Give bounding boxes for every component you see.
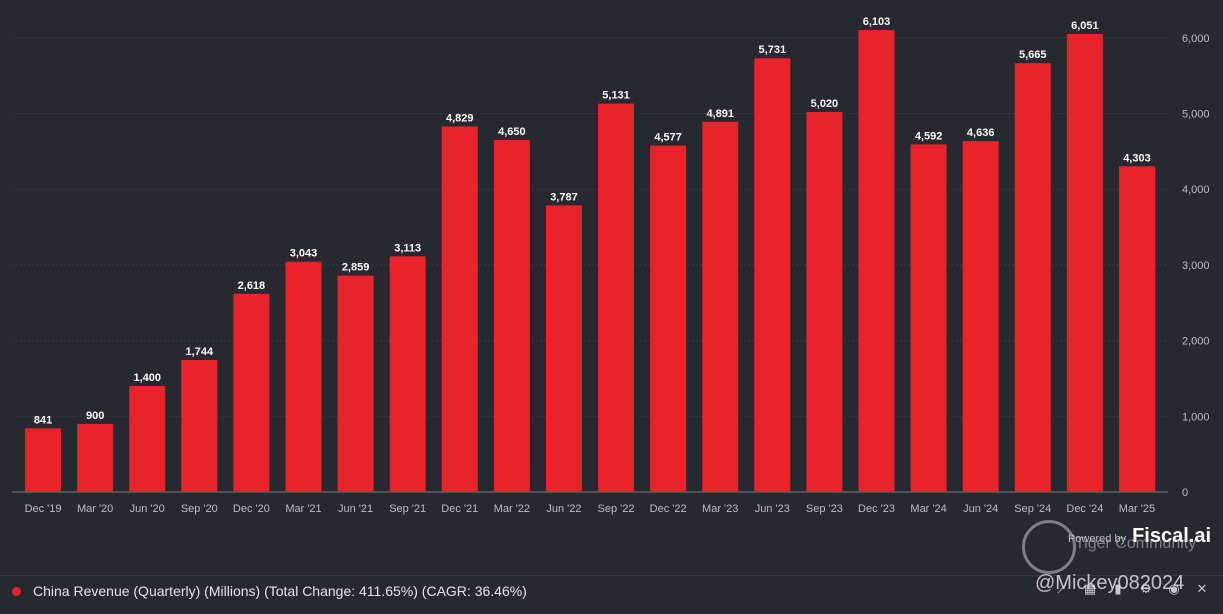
x-tick-label: Dec '19 — [25, 503, 62, 515]
data-label: 4,303 — [1123, 152, 1151, 164]
data-label: 4,829 — [446, 112, 474, 124]
bar — [910, 144, 947, 492]
x-tick-label: Sep '20 — [181, 503, 218, 515]
data-label: 5,020 — [811, 98, 839, 110]
data-label: 4,577 — [654, 132, 682, 144]
data-label: 1,400 — [133, 372, 161, 384]
bar — [1118, 166, 1155, 492]
bar — [337, 275, 374, 492]
watermark-text: Tiger Community — [1075, 535, 1197, 552]
data-label: 2,859 — [342, 262, 370, 274]
x-tick-label: Mar '25 — [1119, 503, 1155, 515]
legend[interactable]: China Revenue (Quarterly) (Millions) (To… — [12, 576, 527, 606]
data-label: 900 — [86, 410, 104, 422]
y-tick-label: 0 — [1182, 487, 1188, 499]
trend-icon[interactable]: ⟋ — [1057, 581, 1067, 596]
brand-name: Fiscal.ai — [1132, 525, 1211, 547]
x-tick-label: Dec '22 — [650, 503, 687, 515]
data-label: 5,731 — [759, 44, 787, 56]
legend-label: China Revenue (Quarterly) (Millions) (To… — [33, 583, 527, 599]
data-label: 5,665 — [1019, 49, 1047, 61]
y-tick-label: 3,000 — [1182, 260, 1210, 272]
y-tick-label: 6,000 — [1182, 33, 1210, 45]
x-tick-label: Dec '24 — [1066, 503, 1103, 515]
bar — [389, 256, 426, 492]
bar — [962, 141, 999, 492]
x-tick-label: Jun '21 — [338, 503, 373, 515]
data-label: 6,103 — [863, 16, 891, 28]
legend-marker — [12, 586, 21, 596]
x-tick-label: Jun '22 — [546, 503, 581, 515]
watermark-logo-icon — [1022, 520, 1076, 574]
eye-icon[interactable]: ◉ — [1168, 581, 1180, 596]
x-tick-label: Jun '20 — [130, 503, 165, 515]
data-label: 5,131 — [602, 90, 630, 102]
bar-chart: 0 1,000 2,000 3,000 4,000 5,000 6,000 841 Dec '1… — [12, 16, 1210, 515]
bar — [754, 58, 791, 492]
y-tick-label: 5,000 — [1182, 109, 1210, 121]
data-label: 3,787 — [550, 191, 578, 203]
bar — [598, 103, 635, 492]
data-label: 841 — [34, 414, 52, 426]
data-label: 2,618 — [238, 280, 266, 292]
brand-logo: Powered by Fiscal.ai — [1068, 525, 1211, 548]
x-tick-label: Jun '24 — [963, 503, 998, 515]
y-tick-label: 1,000 — [1182, 411, 1210, 423]
bar — [702, 121, 739, 492]
data-label: 3,113 — [394, 242, 421, 254]
x-tick-label: Dec '20 — [233, 503, 270, 515]
bar — [181, 359, 218, 492]
data-label: 1,744 — [186, 346, 214, 358]
chart-footer: China Revenue (Quarterly) (Millions) (To… — [0, 575, 1223, 614]
bar — [493, 140, 530, 492]
y-tick-label: 2,000 — [1182, 336, 1210, 348]
bar — [806, 112, 843, 493]
bar — [441, 126, 478, 493]
x-tick-label: Jun '23 — [755, 503, 790, 515]
bar-chart-icon[interactable]: ▮ — [1114, 581, 1122, 596]
gear-icon[interactable]: ⚙ — [1140, 581, 1152, 596]
bar — [858, 30, 895, 493]
y-tick-label: 4,000 — [1182, 184, 1210, 196]
data-label: 4,636 — [967, 127, 995, 139]
data-label: 6,051 — [1071, 20, 1099, 32]
bar — [650, 145, 687, 492]
data-label: 4,891 — [706, 108, 734, 120]
bar — [285, 261, 322, 492]
x-tick-label: Sep '23 — [806, 503, 843, 515]
grid-icon[interactable]: ▦ — [1083, 581, 1097, 596]
bar — [25, 428, 62, 492]
x-tick-label: Sep '24 — [1014, 503, 1051, 515]
bar — [129, 386, 166, 492]
brand-prefix: Powered by — [1067, 533, 1127, 545]
x-tick-label: Mar '23 — [702, 503, 738, 515]
bar — [233, 293, 270, 492]
bar — [1014, 63, 1051, 493]
chart-toolbar: ⟋ ▦ ▮ ⚙ ◉ ✕ — [1053, 580, 1211, 598]
close-icon[interactable]: ✕ — [1196, 581, 1208, 596]
data-label: 4,592 — [915, 130, 943, 142]
x-tick-label: Mar '24 — [910, 503, 946, 515]
x-tick-label: Sep '22 — [598, 503, 635, 515]
x-tick-label: Dec '21 — [441, 503, 478, 515]
x-tick-label: Sep '21 — [389, 503, 426, 515]
bar — [77, 423, 114, 492]
x-tick-label: Mar '22 — [494, 503, 530, 515]
bar — [1066, 33, 1103, 493]
x-tick-label: Mar '21 — [285, 503, 321, 515]
x-tick-label: Dec '23 — [858, 503, 895, 515]
watermark-user: @Mickey082024 — [1035, 572, 1185, 594]
data-label: 3,043 — [290, 248, 318, 260]
data-label: 4,650 — [498, 126, 526, 138]
x-tick-label: Mar '20 — [77, 503, 113, 515]
bar — [545, 205, 582, 493]
